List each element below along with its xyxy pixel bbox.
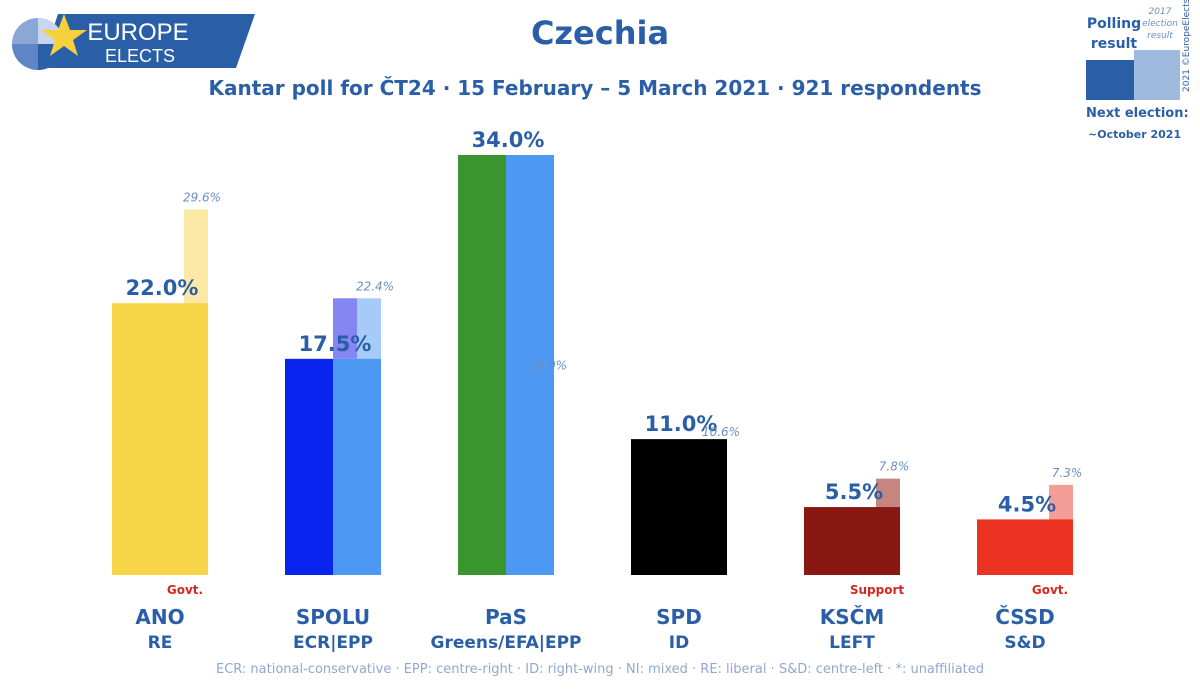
next-election-value: ~October 2021 (1088, 128, 1182, 141)
party-name: SPD (656, 605, 702, 629)
poll-bar-secondary (333, 358, 381, 575)
role-label: Govt. (167, 583, 203, 597)
chart-title: Czechia (530, 14, 670, 52)
party-group: RE (148, 633, 173, 653)
party-group: Greens/EFA|EPP (431, 633, 582, 653)
election-value-label: 7.3% (1052, 466, 1083, 480)
footnote: ECR: national-conservative · EPP: centre… (215, 662, 985, 677)
poll-bar (804, 507, 900, 575)
election-value-label: 7.8% (879, 460, 910, 474)
next-election-label: Next election: (1086, 106, 1189, 121)
party-name: ANO (135, 605, 184, 629)
poll-value-label: 4.5% (998, 492, 1056, 516)
poll-bar (458, 155, 506, 575)
party-group: ECR|EPP (293, 633, 373, 653)
poll-value-label: 34.0% (472, 128, 545, 152)
election-value-label: 22.4% (356, 279, 394, 293)
party-group: LEFT (829, 633, 875, 653)
party-name: PaS (485, 605, 527, 629)
poll-value-label: 11.0% (645, 412, 718, 436)
poll-bar (977, 519, 1073, 575)
legend-election-swatch (1134, 50, 1180, 100)
party-name: SPOLU (296, 605, 370, 629)
star-icon (41, 14, 87, 56)
poll-bar (631, 439, 727, 575)
poll-value-label: 5.5% (825, 480, 883, 504)
poll-value-label: 22.0% (126, 276, 199, 300)
poll-bar (112, 303, 208, 575)
legend-poll-swatch (1086, 60, 1134, 100)
chart-subtitle: Kantar poll for ČT24 · 15 February – 5 M… (208, 76, 982, 100)
party-name: ČSSD (995, 605, 1055, 629)
role-label: Support (850, 583, 905, 597)
election-bar-secondary (333, 298, 357, 359)
party-name: KSČM (820, 605, 884, 629)
logo-line2: ELECTS (105, 46, 175, 66)
poll-value-label: 17.5% (299, 332, 372, 356)
legend-election-label: 2017 election result (1142, 7, 1178, 41)
poll-bar-secondary (506, 155, 554, 575)
election-value-label: 16.0% (529, 358, 567, 372)
legend: Polling result 2017 election result 2021… (1080, 0, 1200, 160)
party-group: ID (669, 633, 689, 653)
role-label: Govt. (1032, 583, 1068, 597)
europe-elects-logo: EUROPE ELECTS (12, 14, 255, 70)
logo-line1: EUROPE (87, 19, 188, 46)
party-group: S&D (1004, 633, 1045, 653)
legend-poll-label: Polling result (1086, 16, 1142, 52)
election-value-label: 10.6% (702, 425, 740, 439)
poll-bar (285, 358, 333, 575)
election-value-label: 29.6% (183, 190, 221, 204)
